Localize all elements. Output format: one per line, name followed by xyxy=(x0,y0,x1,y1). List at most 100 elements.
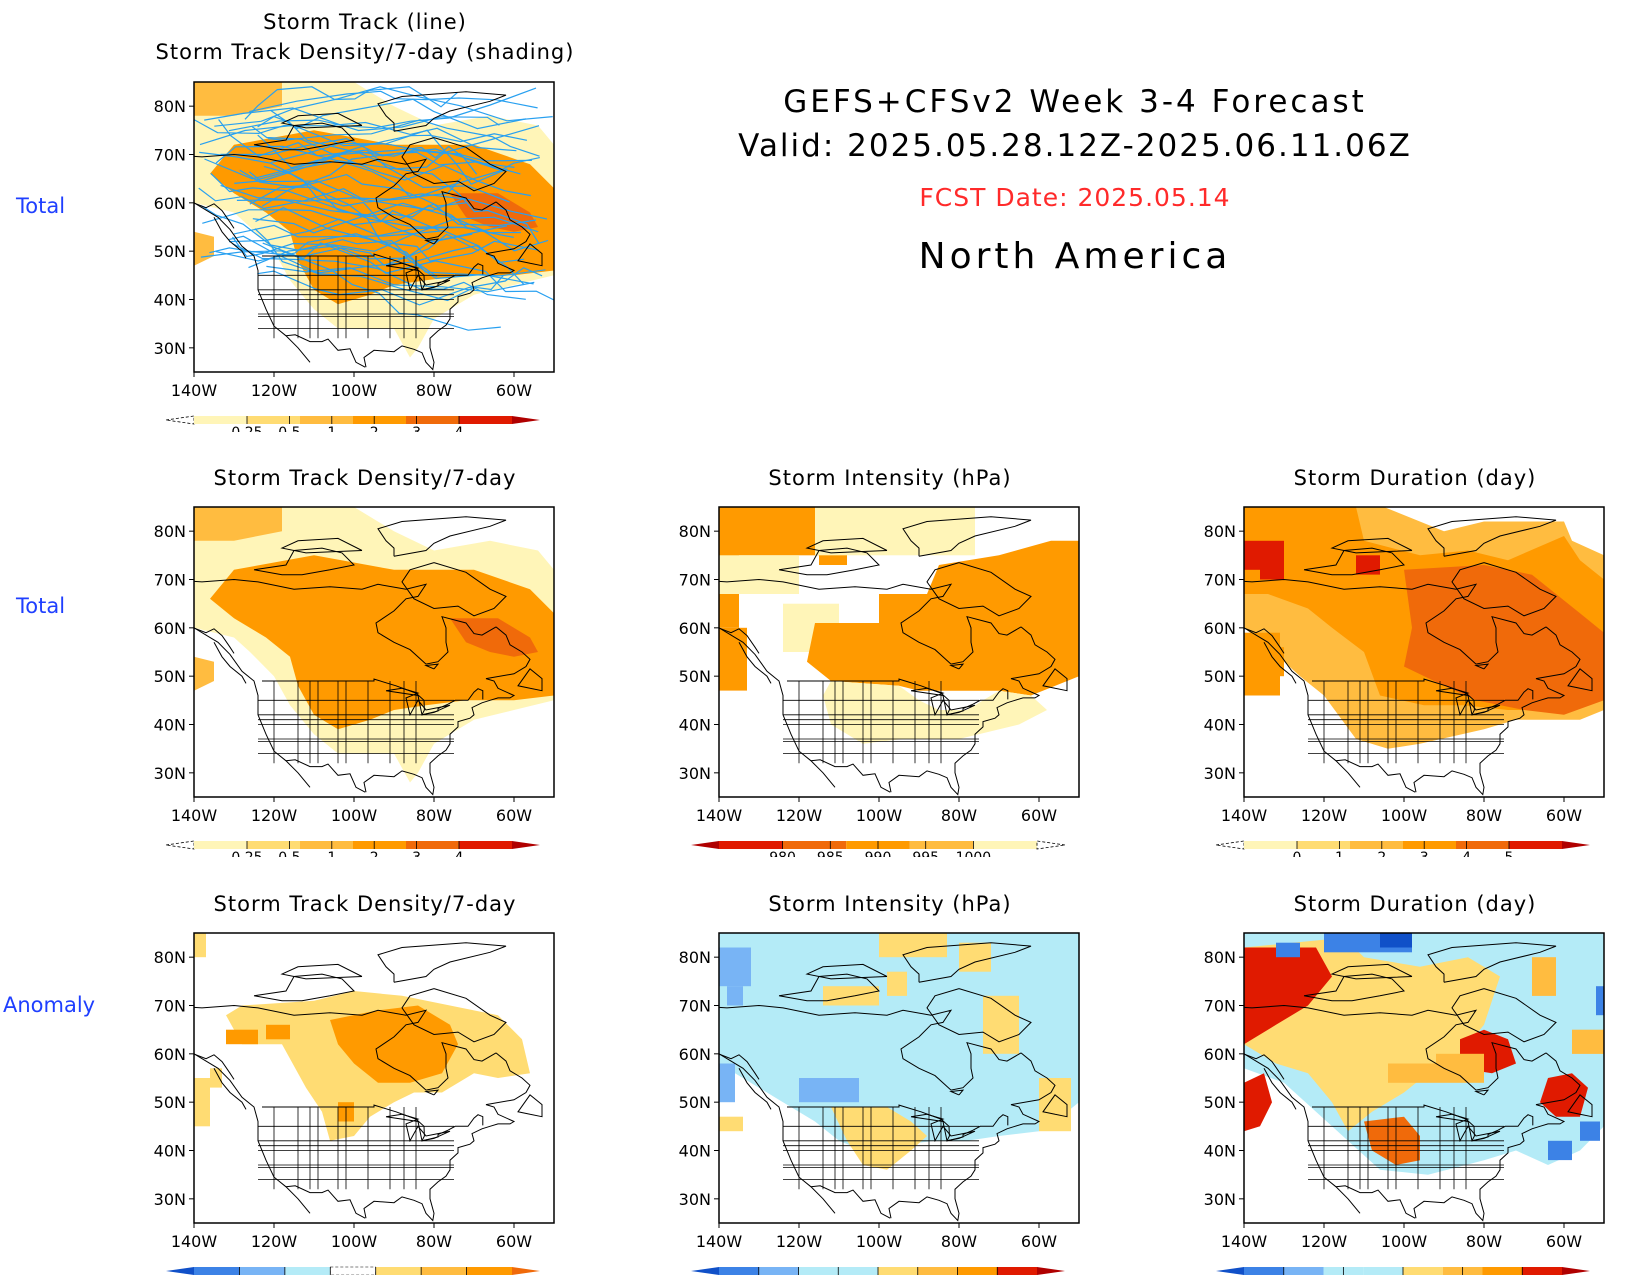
lat-tick-label: 70N xyxy=(154,146,186,165)
storm-track-line xyxy=(255,207,540,262)
shaded-cell xyxy=(226,1029,258,1045)
lon-tick-label: 100W xyxy=(1381,806,1428,825)
colorbar-label: 3 xyxy=(412,850,421,857)
colorbar-box xyxy=(917,1267,958,1275)
colorbar-box xyxy=(194,1267,240,1275)
lon-tick-label: 60W xyxy=(1021,806,1057,825)
shaded-region xyxy=(194,656,214,691)
shaded-region xyxy=(1244,1073,1272,1132)
coastline xyxy=(949,663,965,670)
coastline xyxy=(719,627,760,654)
storm-track-line xyxy=(228,87,537,132)
coastline xyxy=(949,1089,965,1096)
lon-tick-label: 140W xyxy=(1221,806,1268,825)
panel-duration-total-title: Storm Duration (day) xyxy=(1293,466,1537,490)
lon-tick-label: 140W xyxy=(1221,1232,1268,1251)
lon-tick-label: 120W xyxy=(251,381,298,400)
colorbar-box xyxy=(1509,841,1562,849)
lon-tick-label: 60W xyxy=(496,1232,532,1251)
coastline xyxy=(719,1053,760,1080)
storm-track-line xyxy=(263,165,469,230)
coastline xyxy=(377,942,507,983)
shaded-cell xyxy=(799,1078,859,1103)
row-label-total-2: Total xyxy=(16,594,66,618)
coastline xyxy=(285,1185,366,1219)
coastline xyxy=(194,627,235,654)
lat-tick-label: 50N xyxy=(154,242,186,261)
coastline xyxy=(401,988,507,1043)
coastline xyxy=(194,1053,235,1080)
coastline xyxy=(194,1004,497,1091)
coastline xyxy=(1335,1185,1416,1219)
coastline xyxy=(787,1104,1009,1142)
coastline xyxy=(262,1104,484,1142)
lat-tick-label: 60N xyxy=(154,619,186,638)
lat-tick-label: 40N xyxy=(679,716,711,735)
map-frame xyxy=(1243,932,1605,1224)
storm-track-line xyxy=(214,86,553,127)
coastline xyxy=(253,547,356,576)
storm-track-line xyxy=(204,107,500,132)
lat-tick-label: 60N xyxy=(154,1045,186,1064)
coastline xyxy=(787,678,1009,716)
coastline xyxy=(363,201,531,371)
shaded-region xyxy=(330,1005,458,1083)
colorbar-box xyxy=(375,1267,422,1275)
storm-track-line xyxy=(198,187,467,212)
colorbar-box xyxy=(1297,841,1350,849)
shaded-cell xyxy=(1580,1121,1600,1141)
lat-tick-label: 40N xyxy=(679,1142,711,1161)
coastline xyxy=(805,537,888,554)
lat-tick-label: 40N xyxy=(154,291,186,310)
panel-density-anom-title: Storm Track Density/7-day xyxy=(213,892,517,916)
lat-tick-label: 30N xyxy=(679,764,711,783)
colorbar-label: 980 xyxy=(769,850,796,857)
lon-tick-label: 80W xyxy=(416,806,452,825)
shaded-region xyxy=(210,555,554,730)
lat-tick-label: 50N xyxy=(154,667,186,686)
colorbar-label: 1 xyxy=(327,425,336,432)
lat-tick-label: 80N xyxy=(154,97,186,116)
lat-tick-label: 60N xyxy=(154,194,186,213)
colorbar-box xyxy=(838,1267,879,1275)
colorbar-label: 1000 xyxy=(956,850,992,857)
coastline xyxy=(810,1185,891,1219)
colorbar-box xyxy=(406,416,459,424)
shaded-region xyxy=(210,130,554,305)
lat-tick-label: 70N xyxy=(154,997,186,1016)
coastline xyxy=(719,1004,1022,1091)
lat-tick-label: 30N xyxy=(154,764,186,783)
colorbar-box xyxy=(239,1267,285,1275)
colorbar-box xyxy=(466,1267,512,1275)
storm-track-line xyxy=(270,142,478,175)
colorbar-box xyxy=(194,841,247,849)
colorbar-box xyxy=(1482,1267,1523,1275)
coastline xyxy=(194,202,235,229)
colorbar-box xyxy=(719,841,783,849)
colorbar-box xyxy=(1350,841,1403,849)
coastline xyxy=(1451,562,1557,617)
map-shading xyxy=(719,933,1079,1170)
lon-tick-label: 80W xyxy=(941,806,977,825)
shaded-cell xyxy=(1260,565,1284,580)
storm-track-line xyxy=(239,169,468,207)
coastline xyxy=(253,122,356,151)
shaded-cell xyxy=(1388,1063,1436,1083)
map-svg: 80N70N60N50N40N30N140W120W100W80W60W9809… xyxy=(679,506,1080,857)
colorbar-right-arrow xyxy=(512,841,540,849)
colorbar-box xyxy=(957,1267,998,1275)
coastline xyxy=(1312,678,1534,716)
lat-tick-label: 30N xyxy=(1204,764,1236,783)
panel-intensity-anomaly: 80N 70N 60N 50N 40N 30N 140W 120W 100W 80W 60W -6-4… xyxy=(655,923,1115,1275)
colorbar: -6-4-20246 xyxy=(691,1267,1065,1275)
coastline xyxy=(1451,988,1557,1043)
shaded-cell xyxy=(1264,647,1284,677)
lat-tick-label: 80N xyxy=(1204,522,1236,541)
colorbar-box xyxy=(300,841,353,849)
lat-tick-label: 70N xyxy=(679,997,711,1016)
map-svg: 80N 70N 60N 50N 40N 30N 140W 120W 100W 80W 60W -6-4… xyxy=(679,932,1080,1275)
coastline xyxy=(517,1094,543,1118)
colorbar-box xyxy=(1363,1267,1404,1275)
coastline xyxy=(778,973,881,1002)
storm-track-line xyxy=(200,250,501,331)
